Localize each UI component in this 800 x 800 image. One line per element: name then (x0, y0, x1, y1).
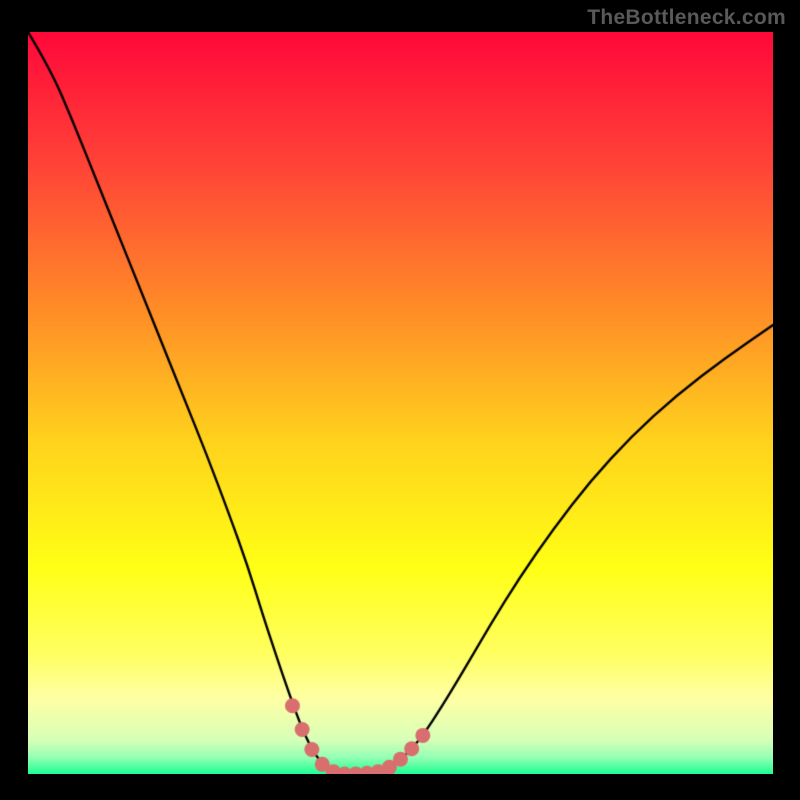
chart-curve-layer (28, 32, 773, 774)
bottleneck-chart (28, 32, 773, 774)
watermark-text: TheBottleneck.com (587, 6, 786, 30)
